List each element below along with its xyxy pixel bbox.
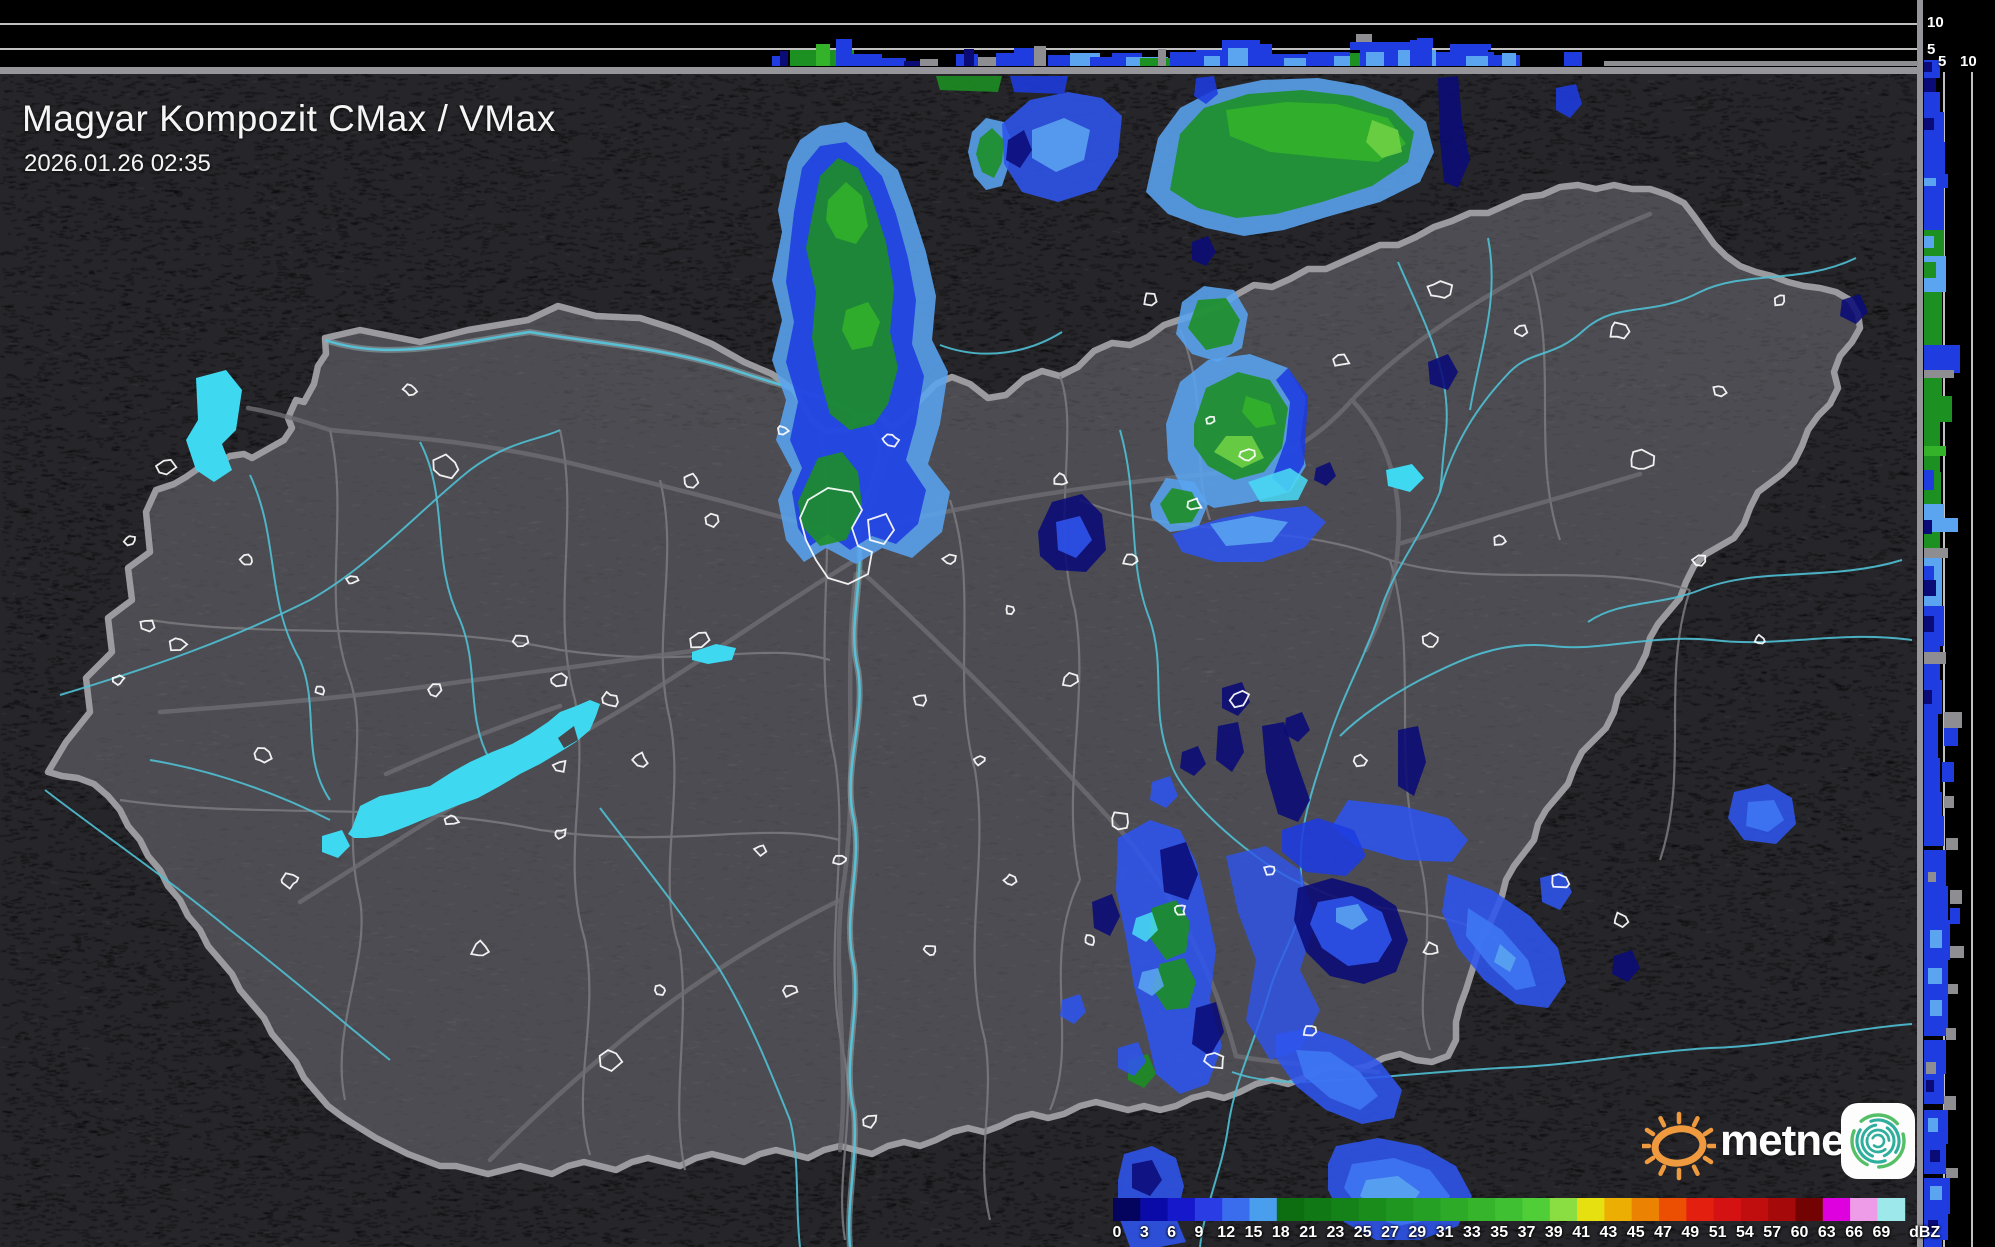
map-timestamp: 2026.01.26 02:35 [24,150,211,177]
lake-kis-balaton [322,830,350,858]
colorbar-tick-label: 43 [1599,1224,1618,1241]
lakes [186,370,1424,858]
colorbar-tick-label: 41 [1572,1224,1590,1241]
right-profile [1924,60,1973,1247]
colorbar-tick-label: 54 [1735,1224,1754,1241]
colorbar-tick-label: 69 [1872,1224,1891,1241]
colorbar-tick-label: 12 [1217,1224,1236,1241]
colorbar-tick-label: 25 [1353,1224,1372,1241]
top-profile [0,23,1918,66]
lake-ferto [186,370,242,482]
colorbar-tick-label: 0 [1112,1224,1122,1241]
map-title: Magyar Kompozit CMax / VMax [22,98,556,139]
colorbar-tick-label: 15 [1244,1224,1263,1241]
colorbar-tick-label: 66 [1845,1224,1863,1241]
country-shape [44,181,1864,1178]
colorbar-tick-label: 51 [1708,1224,1727,1241]
city-outlines [111,280,1786,1129]
colorbar-tick-label: 35 [1490,1224,1509,1241]
profile-tick-label: 10 [1960,53,1977,70]
colorbar-tick-label: 37 [1517,1224,1536,1241]
lake-balaton [348,700,600,838]
colorbar [1113,1198,1906,1221]
metnet-logo: metnet [1642,1100,1922,1186]
sun-icon [1642,1111,1716,1181]
colorbar-tick-label: 9 [1194,1224,1204,1241]
radar-echoes [772,76,1868,1247]
logo-text: metnet [1720,1116,1859,1165]
colorbar-tick-label: 47 [1654,1224,1672,1241]
lake-tisza-to [1386,464,1424,492]
profile-tick-label: 10 [1927,14,1944,31]
colorbar-tick-label: 31 [1435,1224,1454,1241]
colorbar-tick-label: 21 [1299,1224,1317,1241]
colorbar-tick-label: 49 [1681,1224,1700,1241]
colorbar-tick-label: 3 [1139,1224,1149,1241]
colorbar-tick-label: 6 [1167,1224,1177,1241]
profile-tick-label: 5 [1927,41,1936,58]
metnet-app-icon [1841,1103,1915,1179]
colorbar-tick-label: 60 [1790,1224,1809,1241]
colorbar-tick-label: 39 [1544,1224,1563,1241]
colorbar-tick-label: 33 [1462,1224,1481,1241]
colorbar-unit: dBZ [1909,1224,1941,1241]
colorbar-tick-label: 29 [1408,1224,1427,1241]
colorbar-tick-label: 27 [1381,1224,1399,1241]
colorbar-tick-label: 63 [1817,1224,1836,1241]
colorbar-tick-label: 45 [1626,1224,1645,1241]
colorbar-tick-label: 23 [1326,1224,1345,1241]
colorbar-tick-label: 18 [1271,1224,1290,1241]
colorbar-tick-label: 57 [1763,1224,1782,1241]
profile-tick-label: 5 [1938,53,1947,70]
lake-velence [692,644,736,664]
